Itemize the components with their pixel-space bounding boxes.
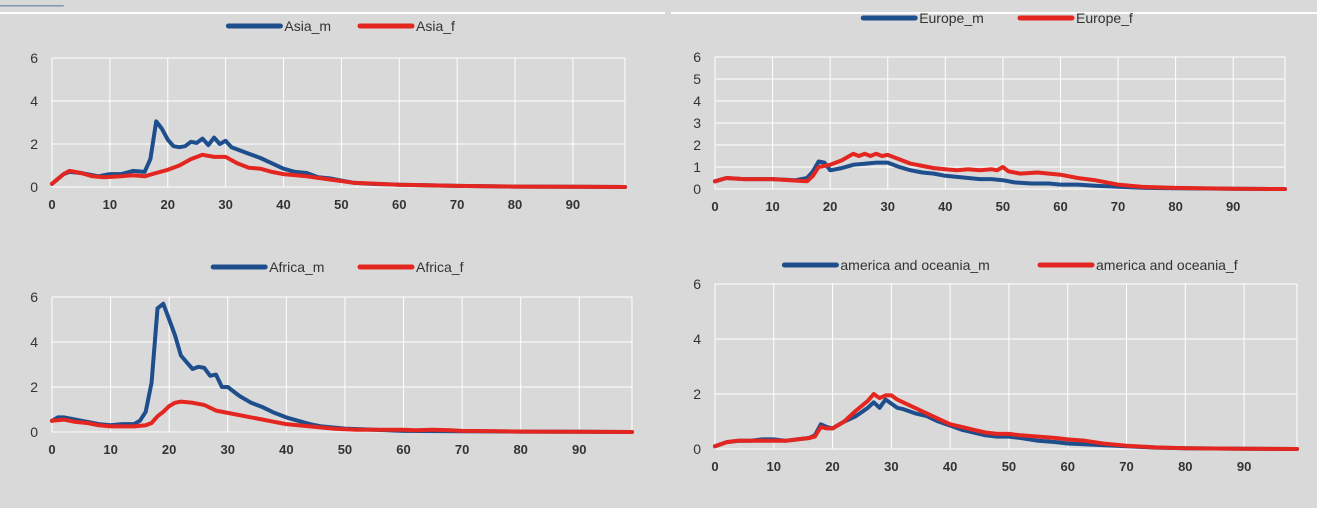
x-tick-label: 70 xyxy=(1119,459,1133,474)
y-tick-label: 0 xyxy=(693,181,701,197)
y-tick-label: 2 xyxy=(30,136,38,152)
legend: america and oceania_m america and oceania… xyxy=(781,257,1238,273)
x-tick-label: 0 xyxy=(48,442,55,457)
top-divider-right xyxy=(671,12,1317,14)
y-tick-label: 0 xyxy=(693,441,701,457)
x-tick-label: 70 xyxy=(1111,199,1125,214)
x-tick-label: 60 xyxy=(1053,199,1067,214)
legend-label: america and oceania_f xyxy=(1096,257,1238,273)
y-tick-label: 5 xyxy=(693,71,701,87)
y-tick-label: 6 xyxy=(693,49,701,65)
x-tick-label: 40 xyxy=(943,459,957,474)
x-tick-label: 20 xyxy=(161,197,175,212)
header-accent: ───────── xyxy=(0,0,120,10)
series-line xyxy=(713,159,1287,191)
legend-label: Africa_f xyxy=(416,259,464,275)
legend: Asia_m Asia_f xyxy=(225,18,455,34)
y-tick-label: 3 xyxy=(693,115,701,131)
x-tick-label: 60 xyxy=(392,197,406,212)
series-line xyxy=(713,397,1299,451)
legend-label: Europe_m xyxy=(919,10,984,26)
x-tick-label: 20 xyxy=(825,459,839,474)
y-tick-label: 2 xyxy=(30,379,38,395)
x-tick-label: 90 xyxy=(1226,199,1240,214)
x-tick-label: 10 xyxy=(767,459,781,474)
legend-label: Asia_f xyxy=(416,18,455,34)
y-tick-label: 6 xyxy=(30,50,38,66)
series-line xyxy=(713,392,1299,451)
x-tick-label: 60 xyxy=(396,442,410,457)
x-tick-label: 90 xyxy=(572,442,586,457)
x-tick-label: 80 xyxy=(508,197,522,212)
x-tick-label: 40 xyxy=(279,442,293,457)
y-tick-label: 0 xyxy=(30,179,38,195)
x-tick-label: 20 xyxy=(823,199,837,214)
x-tick-label: 50 xyxy=(1002,459,1016,474)
y-tick-label: 1 xyxy=(693,159,701,175)
y-tick-label: 6 xyxy=(30,289,38,305)
x-tick-label: 30 xyxy=(221,442,235,457)
y-tick-label: 2 xyxy=(693,137,701,153)
x-tick-label: 50 xyxy=(334,197,348,212)
series-line xyxy=(713,151,1287,191)
x-tick-label: 90 xyxy=(566,197,580,212)
x-tick-label: 70 xyxy=(450,197,464,212)
legend-label: Asia_m xyxy=(284,18,331,34)
legend: Europe_m Europe_f xyxy=(860,10,1133,26)
y-tick-label: 4 xyxy=(693,93,701,109)
legend-label: Africa_m xyxy=(269,259,324,275)
x-tick-label: 80 xyxy=(1168,199,1182,214)
x-tick-label: 10 xyxy=(765,199,779,214)
x-tick-label: 0 xyxy=(48,197,55,212)
x-tick-label: 50 xyxy=(338,442,352,457)
x-tick-label: 30 xyxy=(884,459,898,474)
x-tick-label: 20 xyxy=(162,442,176,457)
y-tick-label: 6 xyxy=(693,276,701,292)
series-line xyxy=(50,301,634,434)
y-tick-label: 4 xyxy=(30,93,38,109)
x-tick-label: 80 xyxy=(1178,459,1192,474)
y-tick-label: 0 xyxy=(30,424,38,440)
x-tick-label: 30 xyxy=(880,199,894,214)
x-tick-label: 50 xyxy=(996,199,1010,214)
x-tick-label: 90 xyxy=(1237,459,1251,474)
x-tick-label: 10 xyxy=(103,197,117,212)
svg-text:─────────: ───────── xyxy=(0,3,65,10)
x-tick-label: 40 xyxy=(276,197,290,212)
legend-label: Europe_f xyxy=(1076,10,1133,26)
x-tick-label: 10 xyxy=(103,442,117,457)
x-tick-label: 60 xyxy=(1060,459,1074,474)
series-line xyxy=(50,152,627,189)
y-tick-label: 4 xyxy=(30,334,38,350)
x-tick-label: 80 xyxy=(513,442,527,457)
x-tick-label: 0 xyxy=(711,459,718,474)
series-line xyxy=(50,399,634,434)
y-tick-label: 2 xyxy=(693,386,701,402)
x-tick-label: 40 xyxy=(938,199,952,214)
legend: Africa_m Africa_f xyxy=(210,259,464,275)
x-tick-label: 0 xyxy=(711,199,718,214)
top-divider-left xyxy=(0,12,665,14)
x-tick-label: 30 xyxy=(218,197,232,212)
y-tick-label: 4 xyxy=(693,331,701,347)
x-tick-label: 70 xyxy=(455,442,469,457)
legend-label: america and oceania_m xyxy=(840,257,989,273)
